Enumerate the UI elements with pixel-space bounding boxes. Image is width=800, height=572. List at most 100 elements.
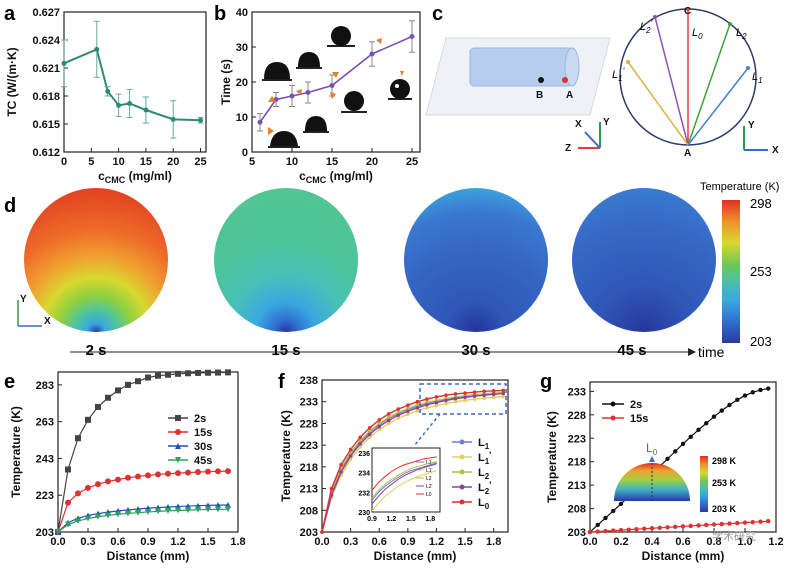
data-point — [65, 499, 71, 506]
svg-text:Y: Y — [603, 117, 610, 128]
legend-marker — [610, 401, 616, 407]
svg-text:Y: Y — [748, 120, 755, 131]
y-tick-label: 0 — [242, 147, 248, 159]
data-point — [611, 528, 616, 533]
y-tick-label: 223 — [36, 490, 54, 502]
data-point — [305, 90, 311, 95]
path-line-label-sup: ' — [623, 66, 625, 76]
x-tick-label: 5 — [249, 156, 255, 168]
panel-label-f: f — [278, 371, 285, 393]
legend-label: L1 — [478, 437, 490, 451]
data-point — [386, 421, 391, 426]
y-tick-label: 218 — [300, 462, 318, 474]
path-line — [654, 16, 689, 146]
y-tick-label: 10 — [236, 112, 248, 124]
panel-g-inset: L0 298 K 253 K 203 K — [614, 441, 737, 514]
x-tick-label: 0.9 — [400, 536, 415, 548]
droplet-icon — [296, 52, 322, 69]
data-point — [603, 528, 608, 534]
colorbar-tick-max: 298 — [750, 196, 772, 211]
label-b: B — [536, 90, 543, 101]
data-point — [766, 386, 771, 391]
panel-label-d: d — [4, 195, 16, 217]
data-point — [135, 378, 141, 385]
y-tick-label: 228 — [300, 418, 318, 430]
data-point — [453, 399, 458, 404]
time-label-45s: 45 s — [617, 342, 646, 359]
legend-label: 15s — [630, 413, 648, 425]
data-point — [369, 51, 375, 57]
inset-series-line — [371, 463, 437, 505]
svg-text:Z: Z — [565, 143, 571, 154]
y-tick-label: 228 — [568, 410, 586, 422]
data-point — [155, 372, 161, 379]
data-point — [225, 369, 231, 376]
inset-series-line — [371, 456, 437, 491]
data-point — [696, 523, 701, 528]
data-point — [688, 523, 693, 529]
x-tick-label: 20 — [167, 156, 179, 168]
legend-label-main: L — [478, 482, 485, 494]
path-line-label-main: L — [612, 69, 618, 81]
y-tick-label: 218 — [568, 457, 586, 469]
legend-label-sub: 0 — [485, 502, 490, 511]
legend-marker — [175, 429, 181, 435]
data-point — [367, 435, 372, 440]
data-point — [329, 83, 335, 88]
data-point — [358, 435, 362, 440]
heatmap-2s — [24, 188, 168, 332]
legend-marker — [175, 415, 181, 421]
inset-x-tick: 1.8 — [425, 516, 435, 523]
svg-text:X: X — [44, 316, 51, 327]
data-point — [453, 392, 458, 396]
droplet-icon — [341, 91, 367, 113]
panel-label-b: b — [214, 3, 226, 25]
legend-label: 2s — [194, 413, 206, 425]
x-tick-label: 0.3 — [80, 536, 95, 548]
path-line-label-main: L — [692, 27, 698, 39]
data-point — [115, 476, 121, 483]
data-point — [491, 392, 496, 397]
path-line — [687, 23, 731, 146]
data-point — [711, 414, 717, 419]
series-line — [589, 387, 769, 533]
legend-label-sup: ' — [489, 480, 491, 490]
y-tick-label: 0.624 — [32, 35, 60, 47]
data-point — [55, 529, 61, 535]
data-point — [501, 388, 506, 393]
data-point — [329, 486, 334, 491]
plot-frame — [321, 379, 509, 533]
y-axis-label: TC (W/(m·K) — [5, 47, 19, 116]
data-point — [175, 470, 181, 477]
data-point — [348, 447, 353, 452]
data-point — [127, 100, 133, 106]
axes-xy-d: Y X — [17, 294, 51, 327]
inset-x-tick: 1.2 — [387, 516, 397, 523]
data-point — [95, 403, 101, 410]
label-c: C — [684, 6, 691, 17]
x-tick-label: 5 — [88, 156, 94, 168]
y-tick-label: 0.621 — [32, 63, 60, 75]
x-tick-label: 0.6 — [372, 536, 387, 548]
chart-g-temperature: 0.0 0.2 0.4 0.6 0.8 1.0 1.2 203 208 213 218 223 228 2… — [545, 381, 784, 563]
x-axis-label-sub: CMC — [306, 175, 327, 185]
data-point — [145, 374, 151, 381]
panel-d-heatmaps: Y X 2 s 15 s 30 s 45 s time Temperature … — [17, 181, 779, 360]
inset-colorbar — [700, 456, 708, 512]
legend-label-sub: 2 — [485, 487, 490, 496]
data-point — [415, 399, 420, 404]
data-point — [215, 468, 221, 475]
data-point — [358, 442, 362, 446]
x-axis-label-main: c — [98, 169, 105, 183]
data-point — [704, 421, 709, 426]
data-point — [135, 473, 141, 480]
data-point — [155, 508, 161, 515]
data-point — [65, 521, 71, 528]
data-point — [225, 468, 231, 475]
x-tick-label: 1.5 — [457, 536, 472, 548]
data-point — [205, 369, 211, 376]
cylinder-sample — [469, 47, 573, 87]
data-point — [94, 46, 100, 52]
